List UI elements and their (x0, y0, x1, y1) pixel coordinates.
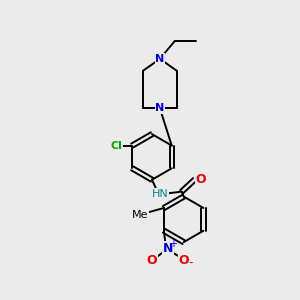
Text: N: N (155, 54, 164, 64)
Text: N: N (163, 242, 173, 255)
Text: HN: HN (152, 189, 168, 199)
Text: +: + (169, 238, 177, 249)
Text: O: O (195, 173, 206, 186)
Text: -: - (188, 256, 193, 269)
Text: Me: Me (132, 210, 148, 220)
Text: Cl: Cl (110, 140, 122, 151)
Text: N: N (155, 103, 164, 113)
Text: O: O (178, 254, 189, 267)
Text: O: O (147, 254, 158, 267)
